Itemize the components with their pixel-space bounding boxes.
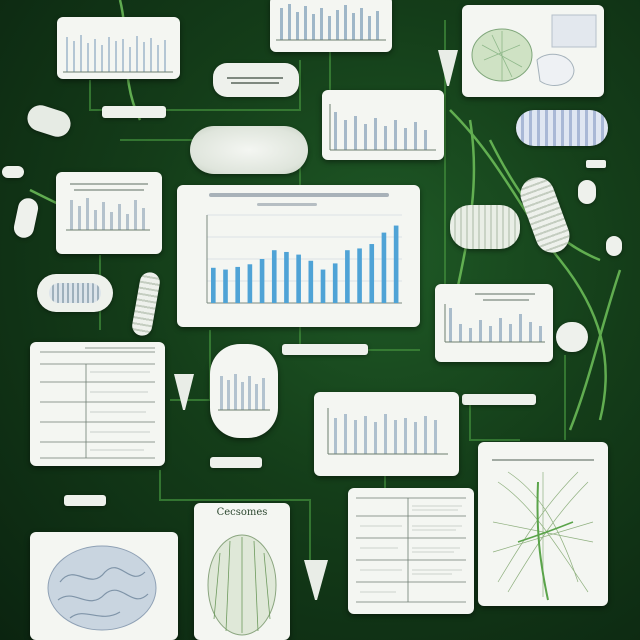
main-chart-bar [369, 244, 375, 303]
brain-specimen-illustration [47, 545, 157, 631]
cactus-specimen-illustration [207, 534, 277, 636]
mini-chart-center-lower [327, 408, 448, 455]
mini-chart-card-upper-mid [322, 90, 444, 160]
coral-specimen [190, 126, 308, 174]
capsule-card-left [37, 274, 113, 312]
seed-specimen-6 [556, 322, 588, 352]
mini-chart-left [66, 183, 150, 231]
main-chart-bar [235, 266, 241, 303]
mini-chart-card-top-center [270, 0, 392, 52]
flower-specimen [450, 205, 520, 249]
table-card-left-content [40, 347, 155, 459]
mini-chart-card-center-lower [314, 392, 459, 476]
main-chart-bar [259, 259, 265, 303]
round-chart-card [210, 344, 278, 438]
brain-specimen-card [30, 532, 178, 640]
label-strip-6 [64, 495, 106, 506]
main-chart-bar [271, 250, 277, 303]
label-pill-top [213, 63, 299, 97]
main-chart-bar [357, 248, 362, 303]
main-chart-bar [320, 269, 326, 303]
main-chart-subtitle-scribble [257, 203, 317, 206]
capsule-inner-texture [49, 283, 101, 303]
leaf-specimen-illustration [471, 14, 597, 86]
main-chart-bar [296, 254, 301, 303]
main-chart-bar [284, 251, 289, 303]
mini-chart-right [444, 293, 545, 343]
main-chart-bar [393, 225, 399, 303]
document-card-content [356, 497, 466, 603]
funnel-icon-3 [304, 560, 328, 600]
specimen-card: Cecsomes [194, 503, 290, 640]
mini-chart-card-right [435, 284, 553, 362]
seed-specimen-2 [578, 180, 596, 204]
main-chart-bar [211, 267, 216, 303]
specimen-card-caption: Cecsomes [216, 507, 268, 518]
document-card [348, 488, 474, 614]
main-chart-bar [308, 260, 314, 303]
label-pill-scribble [227, 77, 283, 84]
seed-specimen-3 [606, 236, 622, 256]
funnel-icon-2 [174, 374, 194, 410]
mini-chart-upper-mid [329, 104, 436, 151]
label-strip-5 [210, 457, 262, 468]
mini-chart-top-left [63, 35, 173, 73]
funnel-icon-1 [438, 50, 458, 86]
main-bar-chart [206, 214, 402, 304]
specimen-illustration-card-top-right [462, 5, 604, 97]
main-chart-card [177, 185, 420, 327]
main-chart-bar [345, 250, 350, 303]
label-strip-2 [586, 160, 606, 168]
fern-illustration-card [478, 442, 608, 606]
main-chart-title-scribble [209, 193, 389, 197]
label-strip-1 [102, 106, 166, 118]
label-strip-3 [282, 344, 368, 355]
main-chart-bar [332, 263, 338, 303]
round-chart [218, 374, 270, 411]
main-chart-bar [247, 264, 253, 303]
main-chart-bar [223, 269, 228, 303]
label-strip-4 [462, 394, 536, 405]
table-card-left [30, 342, 165, 466]
mini-chart-card-left [56, 172, 162, 254]
mini-chart-card-top-left [57, 17, 180, 79]
fern-illustration [492, 459, 594, 601]
seed-specimen-5 [2, 166, 24, 178]
main-chart-bar [381, 232, 387, 303]
capsule-specimen-2 [516, 110, 608, 146]
mini-chart-top-center [276, 4, 386, 41]
